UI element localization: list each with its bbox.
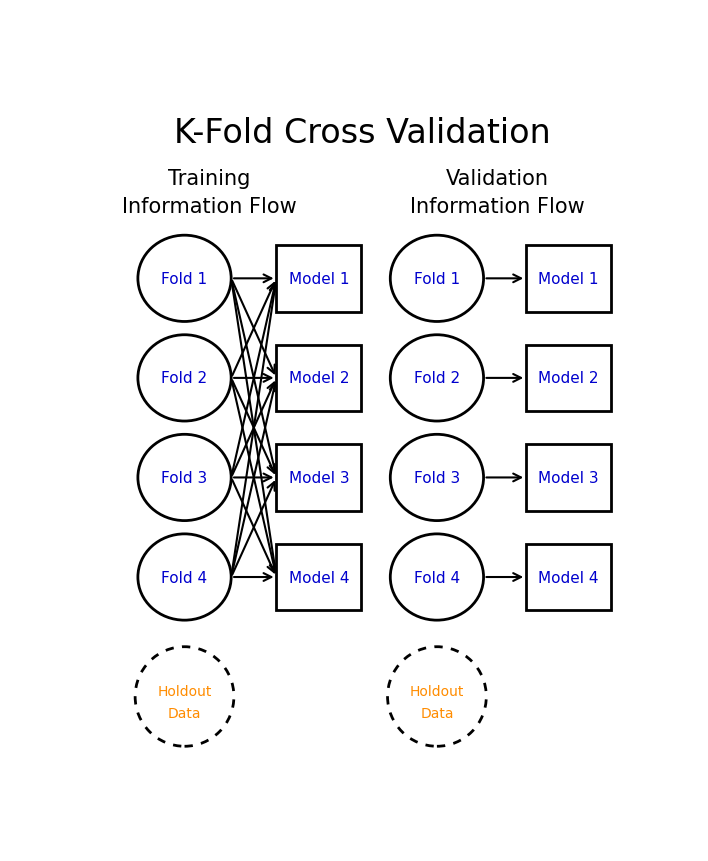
Text: Model 1: Model 1 <box>538 271 599 287</box>
Bar <box>526 345 611 412</box>
Bar <box>526 445 611 511</box>
Text: Fold 1: Fold 1 <box>414 271 460 287</box>
Bar <box>526 544 611 610</box>
Text: Model 3: Model 3 <box>538 470 599 486</box>
Ellipse shape <box>138 335 231 422</box>
Bar <box>276 246 362 313</box>
Text: Data: Data <box>420 706 454 721</box>
Text: Training
Information Flow: Training Information Flow <box>122 169 297 217</box>
Text: Model 3: Model 3 <box>289 470 349 486</box>
Text: Holdout: Holdout <box>157 684 212 698</box>
Ellipse shape <box>390 435 484 521</box>
Ellipse shape <box>138 236 231 322</box>
Ellipse shape <box>390 236 484 322</box>
Text: Model 4: Model 4 <box>289 570 349 585</box>
Bar <box>276 544 362 610</box>
Ellipse shape <box>390 335 484 422</box>
Bar <box>276 445 362 511</box>
Text: Fold 1: Fold 1 <box>161 271 207 287</box>
Ellipse shape <box>387 647 486 746</box>
Text: Model 2: Model 2 <box>538 371 599 386</box>
Text: Holdout: Holdout <box>410 684 464 698</box>
Text: Fold 3: Fold 3 <box>161 470 207 486</box>
Text: K-Fold Cross Validation: K-Fold Cross Validation <box>174 117 552 150</box>
Text: Fold 2: Fold 2 <box>414 371 460 386</box>
Text: Model 2: Model 2 <box>289 371 349 386</box>
Text: Fold 2: Fold 2 <box>161 371 207 386</box>
Text: Fold 4: Fold 4 <box>161 570 207 585</box>
Text: Model 4: Model 4 <box>538 570 599 585</box>
Text: Validation
Information Flow: Validation Information Flow <box>410 169 585 217</box>
Ellipse shape <box>138 435 231 521</box>
Text: Model 1: Model 1 <box>289 271 349 287</box>
Text: Data: Data <box>168 706 201 721</box>
Text: Fold 4: Fold 4 <box>414 570 460 585</box>
Ellipse shape <box>138 534 231 621</box>
Ellipse shape <box>390 534 484 621</box>
Ellipse shape <box>135 647 234 746</box>
Bar <box>276 345 362 412</box>
Bar <box>526 246 611 313</box>
Text: Fold 3: Fold 3 <box>413 470 460 486</box>
